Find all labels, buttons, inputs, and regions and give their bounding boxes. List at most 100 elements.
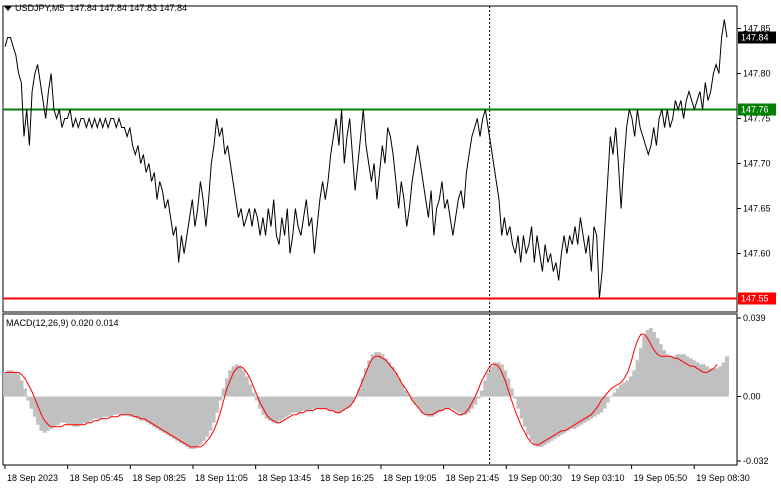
macd-histogram-bar xyxy=(311,396,315,409)
macd-histogram-bar xyxy=(79,396,84,425)
macd-histogram-bar xyxy=(479,390,484,397)
macd-histogram-bar xyxy=(549,396,554,441)
macd-histogram-bar xyxy=(284,396,289,417)
macd-axis-label: 0.039 xyxy=(743,313,766,323)
macd-axis-label: 0.00 xyxy=(743,392,761,402)
macd-histogram-bar xyxy=(26,396,31,401)
macd-histogram-bar xyxy=(357,388,362,397)
macd-histogram-bar xyxy=(685,356,690,397)
macd-histogram-bar xyxy=(89,396,94,421)
macd-histogram-bar xyxy=(175,396,180,441)
macd-histogram-bar xyxy=(168,396,173,437)
macd-histogram-bar xyxy=(691,360,696,397)
macd-histogram-bar xyxy=(460,396,464,415)
macd-histogram-bar xyxy=(360,378,365,397)
macd-histogram-bar xyxy=(705,366,710,397)
time-axis-label: 19 Sep 03:10 xyxy=(571,473,625,483)
macd-histogram-bar xyxy=(195,396,200,447)
macd-histogram-bar xyxy=(446,396,451,409)
price-axis-label: 147.85 xyxy=(743,24,771,34)
macd-histogram-bar xyxy=(95,396,100,419)
macd-histogram-bar xyxy=(271,396,276,423)
macd-histogram-bar xyxy=(291,396,296,413)
time-axis-label: 19 Sep 00:30 xyxy=(508,473,562,483)
macd-histogram-bar xyxy=(675,354,680,397)
macd-histogram-bar xyxy=(529,396,534,441)
macd-histogram-bar xyxy=(185,396,190,447)
macd-histogram-bar xyxy=(665,354,670,397)
time-axis: 18 Sep 2023 18 Sep 05:45 18 Sep 08:25 18 Se… xyxy=(4,465,750,483)
macd-histogram-bar xyxy=(138,396,143,421)
macd-histogram-bar xyxy=(264,396,269,419)
level-price-label: 147.76 xyxy=(741,105,769,115)
macd-histogram-bar xyxy=(241,370,246,397)
macd-histogram-bar xyxy=(648,328,653,397)
macd-histogram-bar xyxy=(261,396,266,415)
macd-histogram-bar xyxy=(16,374,21,397)
macd-histogram-bar xyxy=(244,376,249,397)
time-axis-label: 18 Sep 21:45 xyxy=(446,473,500,483)
macd-histogram-bar xyxy=(569,396,574,429)
macd-histogram-bar xyxy=(662,350,667,397)
macd-histogram-bar xyxy=(645,330,650,397)
macd-histogram-bar xyxy=(254,396,259,401)
macd-histogram-bar xyxy=(251,392,256,397)
macd-histogram-bar xyxy=(268,396,272,421)
macd-histogram-bar xyxy=(301,396,306,411)
macd-histogram-bar xyxy=(125,396,130,415)
macd-histogram-bar xyxy=(463,396,468,415)
macd-histogram-bar xyxy=(695,362,700,397)
macd-histogram-bar xyxy=(198,396,203,445)
macd-histogram-bar xyxy=(327,396,332,411)
macd-histogram-bar xyxy=(625,380,630,397)
collapse-triangle-icon[interactable] xyxy=(4,6,12,12)
macd-histogram-bar xyxy=(725,356,729,397)
macd-histogram-bar xyxy=(142,396,147,421)
macd-axis-label: -0.032 xyxy=(743,456,769,466)
macd-histogram-bar xyxy=(99,396,103,419)
macd-histogram-bar xyxy=(619,384,623,397)
macd-histogram-bar xyxy=(297,396,302,413)
macd-histogram-bar xyxy=(721,362,726,397)
macd-histogram-bar xyxy=(592,396,597,417)
macd-histogram-bar xyxy=(698,364,703,397)
macd-histogram-bar xyxy=(317,396,322,409)
macd-histogram-bar xyxy=(65,396,70,425)
macd-histogram-bar xyxy=(506,378,511,397)
macd-histogram-bar xyxy=(370,354,375,397)
macd-histogram-bar xyxy=(46,396,51,431)
level-price-tag xyxy=(738,103,776,116)
macd-histogram-bar xyxy=(539,396,544,447)
macd-histogram-bar xyxy=(400,384,405,397)
macd-histogram-bar xyxy=(562,396,567,433)
macd-histogram-bar xyxy=(162,396,166,433)
macd-histogram-bar xyxy=(248,384,253,397)
macd-histogram-bar xyxy=(426,396,431,417)
macd-histogram-bar xyxy=(29,396,34,409)
macd-histogram-bar xyxy=(105,396,110,417)
macd-histogram-bar xyxy=(380,354,385,397)
macd-histogram-bar xyxy=(609,396,614,398)
macd-histogram-bar xyxy=(112,396,117,415)
macd-histogram-bar xyxy=(652,332,657,397)
macd-histogram-bar xyxy=(52,396,57,427)
macd-histogram-bar xyxy=(191,396,196,449)
macd-histogram-bar xyxy=(493,362,498,397)
macd-histogram-bar xyxy=(552,396,557,439)
price-axis-label: 147.60 xyxy=(743,249,771,259)
macd-histogram-bar xyxy=(486,372,491,397)
macd-histogram-bar xyxy=(443,396,448,409)
macd-histogram-bar xyxy=(576,396,580,427)
macd-histogram-bar xyxy=(274,396,279,423)
macd-histogram-bar xyxy=(668,356,673,397)
macd-histogram-bar xyxy=(201,396,206,441)
macd-histogram-bar xyxy=(403,390,408,397)
macd-histogram-bar xyxy=(307,396,312,411)
macd-histogram-bar xyxy=(410,396,415,401)
macd-histogram-bar xyxy=(579,396,584,425)
macd-histogram-bar xyxy=(483,380,488,397)
macd-histogram-bar xyxy=(476,396,481,399)
macd-histogram-bar xyxy=(228,370,233,397)
macd-histogram-bar xyxy=(115,396,120,415)
